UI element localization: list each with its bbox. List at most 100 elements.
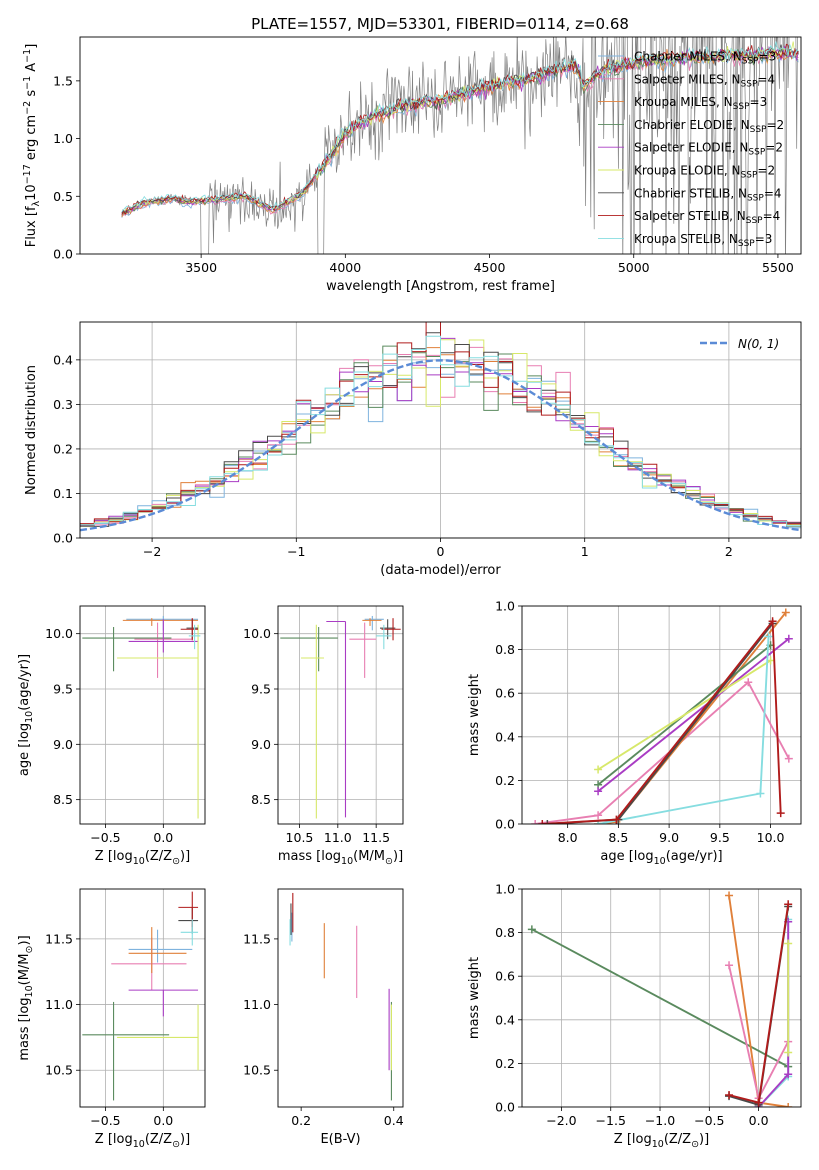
weight-point-kroupa_stelib bbox=[764, 632, 773, 641]
x-axis-label: Z [log10(Z/Z⊙)] bbox=[614, 1132, 709, 1150]
weight-line-salpeter_stelib bbox=[542, 618, 782, 824]
label-part: λ bbox=[31, 200, 42, 206]
x-tick-label: 11.0 bbox=[324, 830, 352, 845]
label-part: (age/yr)] bbox=[17, 654, 32, 711]
y-tick-label: 0.0 bbox=[53, 531, 73, 546]
weight-point-salpeter_stelib bbox=[768, 617, 777, 626]
x-axis-label: Z [log10(Z/Z⊙)] bbox=[95, 849, 190, 867]
label-part: 10 bbox=[24, 711, 35, 723]
legend-label-salpeter_miles: Salpeter MILES, NSSP=4 bbox=[634, 72, 775, 89]
legend-label-text: Chabrier ELODIE, N bbox=[634, 118, 750, 132]
legend-label-sub: SSP bbox=[738, 239, 755, 249]
y-tick-label: 10.5 bbox=[243, 1063, 271, 1078]
x-tick-label: 8.0 bbox=[558, 830, 578, 845]
legend-label-text: Kroupa ELODIE, N bbox=[634, 164, 741, 178]
plot-area bbox=[522, 606, 801, 824]
label-part: −1 bbox=[22, 76, 33, 90]
legend-label-chabrier_elodie: Chabrier ELODIE, NSSP=2 bbox=[634, 118, 784, 135]
y-tick-label: 9.5 bbox=[53, 681, 73, 696]
hist-kroupa_stelib bbox=[80, 335, 801, 527]
label-part: age [log bbox=[600, 849, 653, 864]
label-part: (Z/Z bbox=[145, 849, 172, 864]
legend-label-kroupa_miles: Kroupa MILES, NSSP=3 bbox=[634, 95, 767, 112]
plot-residual_hist bbox=[80, 322, 801, 538]
weight-point-salpeter_stelib bbox=[725, 1091, 734, 1100]
y-tick-label: 0.6 bbox=[495, 969, 515, 984]
label-part: (Z/Z bbox=[664, 1132, 691, 1147]
legend-gaussian-label: N(0, 1) bbox=[738, 337, 779, 351]
y-tick-label: 9.5 bbox=[251, 681, 271, 696]
model-spectrum-chabrier_stelib bbox=[121, 44, 799, 215]
x-tick-label: 5500 bbox=[762, 260, 794, 275]
label-part: 10 bbox=[654, 856, 666, 867]
chart-layer: 3500 4000 4500 5000 5500 0.0 0.5 1.0 1.5 waveleng… bbox=[17, 36, 802, 1150]
model-spectrum-kroupa_stelib bbox=[121, 41, 799, 212]
y-tick-label: 8.5 bbox=[53, 792, 73, 807]
y-tick-label: 1.0 bbox=[495, 882, 515, 897]
weight-point-kroupa_elodie bbox=[784, 939, 793, 948]
label-part: Z [log bbox=[95, 849, 133, 864]
weight-point-chabrier_stelib bbox=[543, 820, 552, 824]
x-tick-label: 2 bbox=[725, 544, 733, 559]
plot-age_vs_Z bbox=[80, 606, 205, 824]
panel-age_vs_mass: 10.5 11.0 11.5 8.5 9.0 9.5 10.0 mass [log10(M/M… bbox=[243, 605, 404, 867]
y-axis-label: mass weight bbox=[467, 674, 482, 756]
legend-label-tail: =3 bbox=[750, 95, 768, 109]
weight-point-salpeter_stelib bbox=[612, 815, 621, 824]
legend-label-kroupa_stelib: Kroupa STELIB, NSSP=3 bbox=[634, 232, 772, 249]
x-tick-label: 0.4 bbox=[384, 1113, 404, 1128]
plot-age_vs_mass bbox=[278, 606, 403, 824]
x-tick-label: 0 bbox=[437, 544, 445, 559]
plot-area bbox=[80, 606, 205, 824]
label-part: ⊙ bbox=[385, 856, 393, 867]
plot-area bbox=[278, 889, 403, 1107]
x-tick-label: 4000 bbox=[329, 260, 361, 275]
x-axis-label: E(B-V) bbox=[320, 1132, 360, 1147]
x-tick-label: 10.0 bbox=[757, 830, 785, 845]
label-part: wavelength [Angstrom, rest frame] bbox=[326, 279, 555, 294]
legend-label-text: Kroupa MILES, N bbox=[634, 95, 733, 109]
weight-point-salpeter_miles bbox=[744, 678, 753, 687]
legend-label-chabrier_miles: Chabrier MILES, NSSP=3 bbox=[634, 50, 776, 67]
axes-frame bbox=[277, 888, 404, 1108]
label-part: age [log bbox=[17, 723, 32, 776]
axes-frame bbox=[79, 605, 206, 825]
axes-frame bbox=[79, 36, 802, 255]
x-tick-label: 10.5 bbox=[286, 830, 314, 845]
y-tick-label: 1.0 bbox=[53, 131, 73, 146]
x-tick-label: −0.5 bbox=[90, 830, 120, 845]
y-tick-label: 0.0 bbox=[53, 247, 73, 262]
label-part: (Z/Z bbox=[145, 1132, 172, 1147]
plot-spectrum bbox=[121, 37, 799, 254]
x-tick-label: 3500 bbox=[185, 260, 217, 275]
panel-age_vs_Z: −0.5 0.08.59.09.510.0Z [log10(Z/Z⊙)]age [… bbox=[17, 605, 206, 867]
label-part: (M/M bbox=[17, 953, 32, 985]
label-part: Flux [f bbox=[24, 206, 39, 247]
y-tick-label: 10.5 bbox=[45, 1063, 73, 1078]
panel-weight_vs_Z: −2.0 −1.5 −1.0 −0.5 0.0 0.0 0.2 0.4 0.6 0.8 1.0 Z [… bbox=[467, 882, 802, 1150]
y-tick-label: 10.0 bbox=[45, 626, 73, 641]
plot-weight_vs_Z bbox=[522, 889, 801, 1107]
label-part: mass weight bbox=[467, 957, 482, 1039]
y-tick-label: 11.5 bbox=[45, 931, 73, 946]
legend-label-text: Chabrier MILES, N bbox=[634, 50, 742, 64]
x-tick-label: −0.5 bbox=[694, 1113, 724, 1128]
weight-point-salpeter_elodie bbox=[784, 634, 793, 643]
label-part: mass [log bbox=[17, 997, 32, 1060]
label-part: E(B-V) bbox=[320, 1132, 360, 1147]
x-tick-label: 1 bbox=[581, 544, 589, 559]
y-axis-label: Normed distribution bbox=[24, 365, 39, 495]
x-axis-label: Z [log10(Z/Z⊙)] bbox=[95, 1132, 190, 1150]
plot-area bbox=[278, 606, 403, 824]
panel-residual_hist: −2 −1 0 1 2 0.0 0.1 0.2 0.3 0.4 (data-model)/error… bbox=[24, 321, 802, 578]
label-part: ⊙ bbox=[172, 856, 180, 867]
x-axis-label: (data-model)/error bbox=[380, 563, 501, 578]
label-part: )] bbox=[17, 935, 32, 945]
legend-label-tail: =2 bbox=[765, 141, 783, 155]
y-tick-label: 0.2 bbox=[495, 773, 515, 788]
legend-label-tail: =2 bbox=[766, 118, 784, 132]
y-axis-label: age [log10(age/yr)] bbox=[17, 654, 35, 776]
y-tick-label: 9.0 bbox=[53, 737, 73, 752]
y-tick-label: 0.0 bbox=[495, 817, 515, 832]
